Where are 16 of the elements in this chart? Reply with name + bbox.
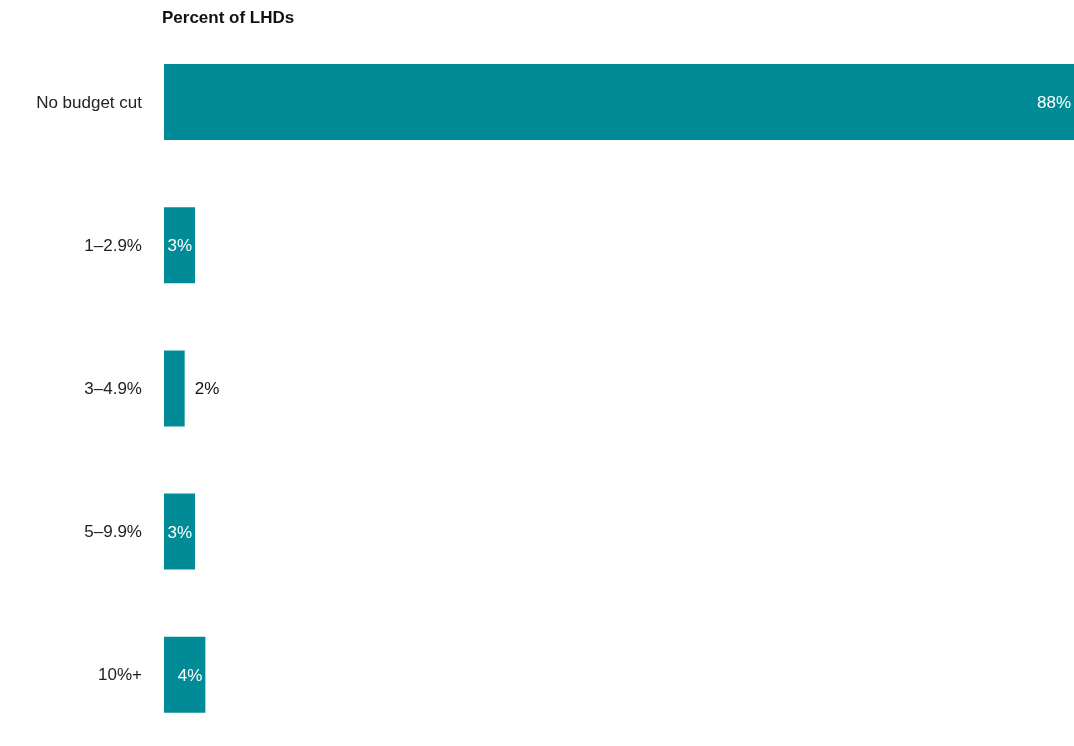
bar <box>164 493 196 570</box>
bar <box>164 636 206 713</box>
data-label: 4% <box>177 665 203 685</box>
data-label: 88% <box>1036 92 1071 112</box>
data-label: 3% <box>167 522 193 542</box>
y-tick-label: 10%+ <box>98 665 143 685</box>
bar <box>164 207 196 284</box>
y-tick-label: 3–4.9% <box>84 379 142 399</box>
data-label: 2% <box>194 379 220 399</box>
data-label: 3% <box>167 236 193 256</box>
bar <box>164 350 185 427</box>
y-tick-label: 1–2.9% <box>84 235 142 255</box>
y-tick-label: 5–9.9% <box>84 522 142 542</box>
bar <box>164 64 1074 140</box>
text: Percent of LHDs <box>162 8 295 28</box>
y-tick-label: No budget cut <box>36 92 143 112</box>
